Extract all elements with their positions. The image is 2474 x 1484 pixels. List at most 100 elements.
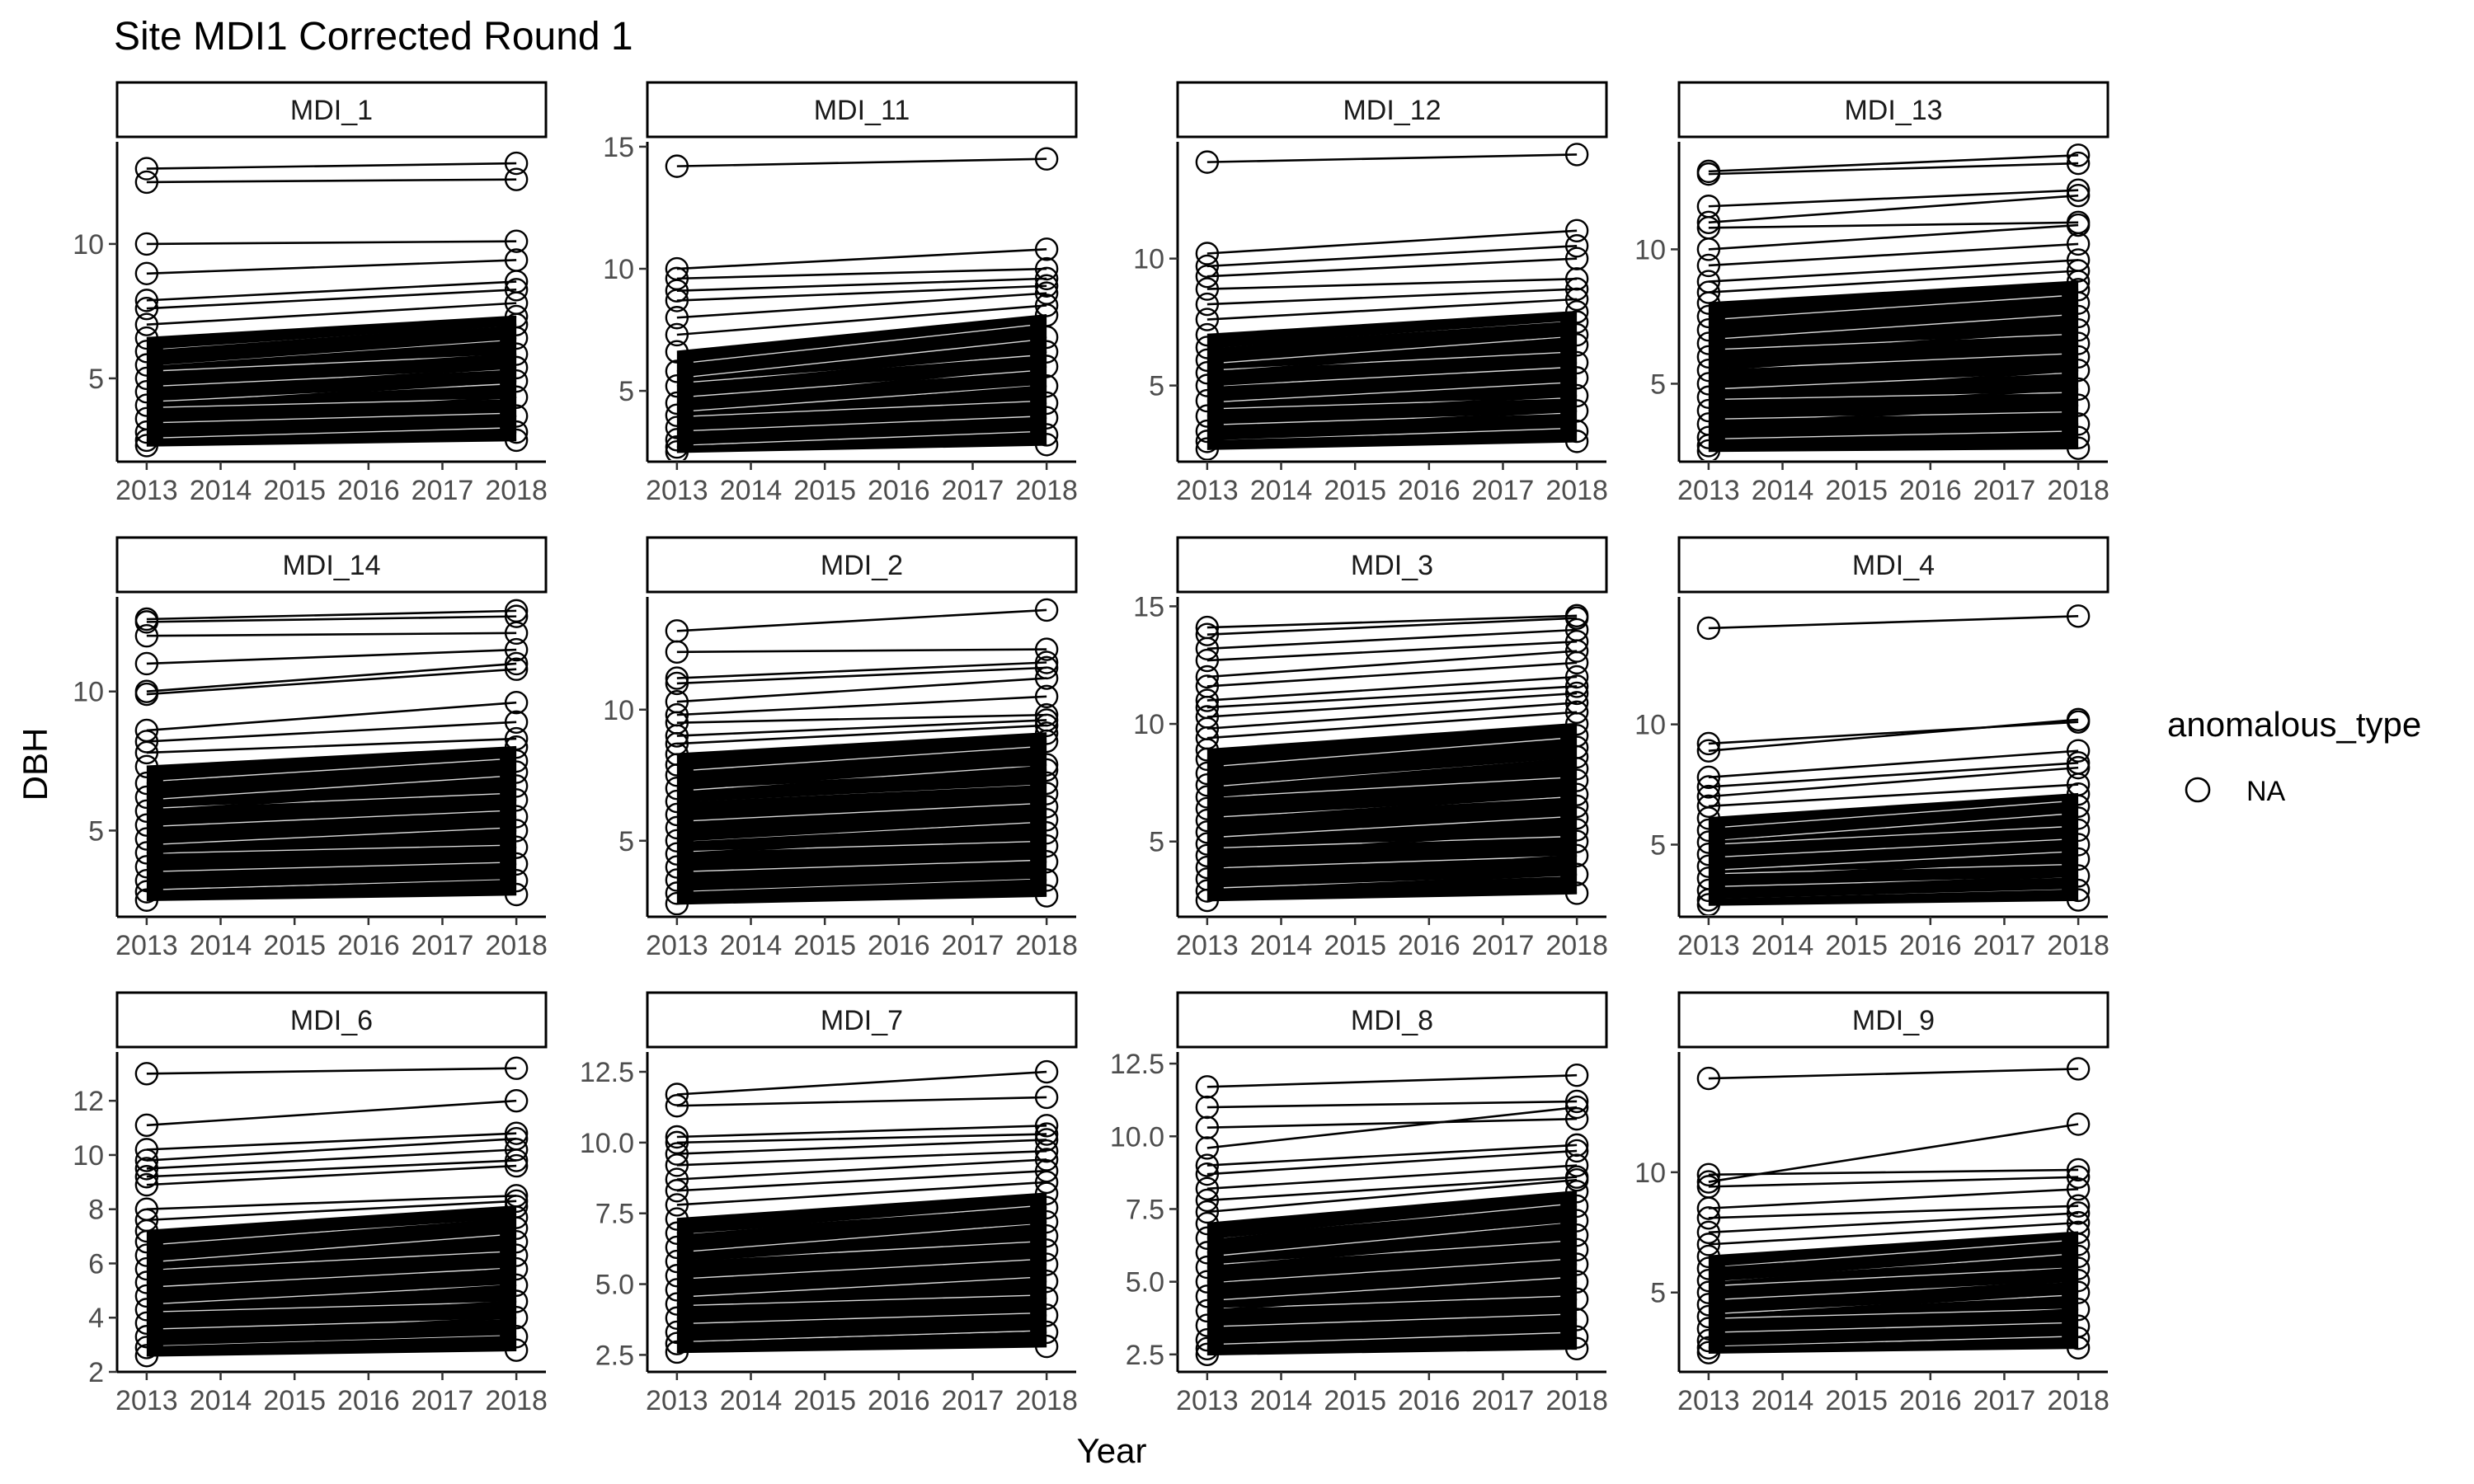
data-point <box>134 157 159 181</box>
series-line <box>1206 1106 1578 1149</box>
series-line <box>676 768 1047 790</box>
data-point <box>134 1256 159 1281</box>
data-point <box>1696 1162 1721 1186</box>
x-tick-label: 2016 <box>1398 1385 1460 1416</box>
data-point <box>504 1243 529 1267</box>
data-point <box>665 1235 689 1260</box>
data-point <box>1564 366 1589 390</box>
series-line <box>146 648 517 665</box>
y-tick-label: 10 <box>73 677 104 708</box>
data-point <box>1696 1066 1721 1091</box>
x-tick-label: 2013 <box>646 1385 708 1416</box>
data-point <box>1034 666 1059 690</box>
series-line <box>146 1067 517 1075</box>
facet-panel: MDI_14 5 10 2013 2014 2015 2016 2017 2018 <box>73 536 548 961</box>
data-point <box>2066 1268 2091 1293</box>
series-line <box>146 829 517 854</box>
data-point <box>504 1153 529 1178</box>
series-line <box>676 157 1047 167</box>
series-line <box>676 1149 1047 1167</box>
data-point <box>1696 806 1721 830</box>
data-point <box>1034 340 1059 364</box>
data-point <box>665 666 689 690</box>
series-line <box>146 701 517 732</box>
series-line <box>1206 722 1578 751</box>
series-line <box>146 366 517 393</box>
x-tick-label: 2015 <box>793 1385 856 1416</box>
facet-panel: MDI_3 5 10 15 2013 2014 2015 2016 2017 2018 <box>1133 536 1608 961</box>
data-point <box>504 369 529 393</box>
data-point <box>134 799 159 823</box>
series-line <box>1708 221 2079 229</box>
data-point <box>1564 794 1589 819</box>
data-point <box>2066 345 2091 369</box>
data-point <box>1195 277 1220 301</box>
data-point <box>665 340 689 364</box>
x-tick-label: 2014 <box>720 930 783 961</box>
data-point <box>665 753 689 777</box>
series-line <box>1206 1073 1578 1088</box>
series-line <box>146 1148 517 1170</box>
series-line <box>1206 779 1578 810</box>
y-tick-label: 2.5 <box>595 1340 634 1371</box>
data-point <box>2066 1297 2091 1322</box>
data-point <box>665 815 689 840</box>
facet-panel: MDI_11 5 10 15 2013 2014 2015 2016 2017 2018 <box>603 81 1078 506</box>
series-line <box>676 443 1047 453</box>
x-tick-label: 2017 <box>942 930 1004 961</box>
series-line <box>1206 153 1578 163</box>
x-tick-label: 2014 <box>190 930 252 961</box>
trajectory-gap <box>693 1294 1031 1306</box>
data-point <box>504 326 529 350</box>
series-line <box>676 713 1047 724</box>
data-point <box>134 434 159 458</box>
data-point <box>504 1148 529 1172</box>
data-point <box>1696 1206 1721 1230</box>
series-line <box>1206 805 1578 834</box>
data-point <box>504 1056 529 1080</box>
trajectory-gap <box>693 325 1031 363</box>
series-line <box>1206 1263 1578 1298</box>
series-line <box>1708 1346 2079 1354</box>
facet-strip <box>1677 991 2109 1049</box>
series-line <box>1206 675 1578 702</box>
data-point <box>1564 674 1589 698</box>
series-line <box>676 677 1047 703</box>
data-point <box>134 1311 159 1336</box>
data-point <box>1034 274 1059 298</box>
data-point <box>504 1273 529 1297</box>
y-tick-label: 5 <box>88 815 104 847</box>
data-point <box>2066 833 2091 857</box>
x-tick-label: 2013 <box>1677 1385 1740 1416</box>
data-point <box>2066 1280 2091 1304</box>
data-point <box>1034 1252 1059 1276</box>
data-point <box>1696 1233 1721 1256</box>
data-point <box>134 624 159 648</box>
x-tick-label: 2015 <box>1825 475 1888 506</box>
y-tick-label: 4 <box>88 1303 104 1334</box>
series-line <box>1708 843 2079 868</box>
x-tick-label: 2015 <box>1825 930 1888 961</box>
series-line <box>1206 1178 1578 1214</box>
series-line <box>1708 270 2079 294</box>
series-line <box>676 879 1047 895</box>
data-point <box>504 1189 529 1214</box>
series-line <box>146 430 517 442</box>
data-point <box>1564 1270 1589 1294</box>
data-point <box>1034 782 1059 805</box>
series-line <box>676 1139 1047 1155</box>
y-tick-label: 5 <box>1149 371 1164 402</box>
data-point <box>134 296 159 321</box>
y-tick-label: 2 <box>88 1357 104 1388</box>
data-point <box>1195 254 1220 279</box>
series-line <box>676 267 1047 280</box>
trajectory-gap <box>1223 1259 1561 1283</box>
trajectory-gap <box>693 765 1031 791</box>
series-line <box>676 648 1047 654</box>
data-point <box>504 835 529 859</box>
y-tick-label: 10 <box>73 1140 104 1172</box>
data-point <box>1034 1238 1059 1262</box>
series-line <box>146 1099 517 1127</box>
series-line <box>1708 766 2079 798</box>
x-axis-title: Year <box>1077 1431 1147 1470</box>
